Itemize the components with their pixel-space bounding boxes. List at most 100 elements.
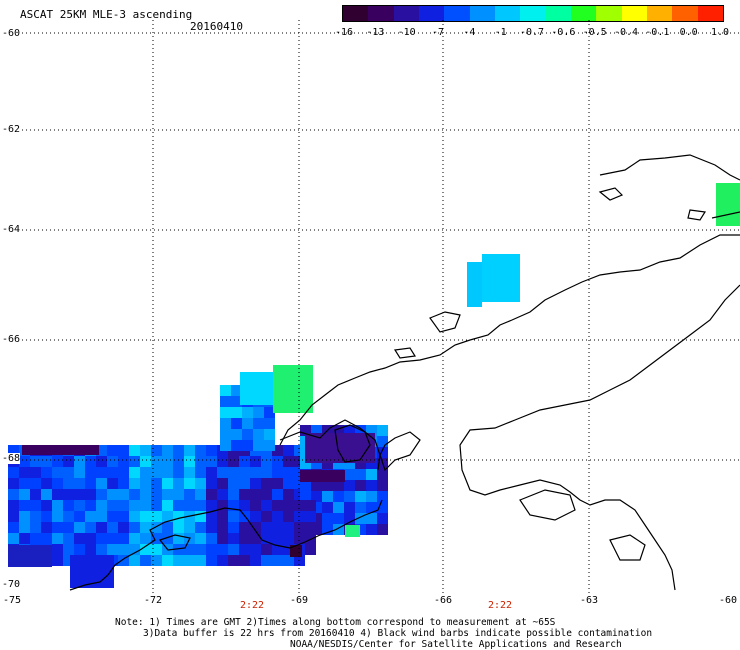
data-cell [239,456,250,467]
data-cell [195,478,206,489]
data-cell [162,511,173,522]
data-cell [377,480,388,491]
data-cell [272,555,283,566]
data-cell [366,469,377,480]
data-cell [41,556,52,567]
data-cell [262,372,273,383]
data-cell [8,500,19,511]
data-cell [228,478,239,489]
data-cell [74,533,85,544]
data-cell [74,478,85,489]
data-cell [63,489,74,500]
data-cell [242,429,253,440]
data-cell [294,456,305,467]
data-cell [273,365,313,413]
data-cell [366,425,377,436]
data-cell [305,533,316,544]
data-cell [294,522,305,533]
data-cell [206,511,217,522]
data-cell [262,383,273,394]
data-cell [118,445,129,456]
data-cell [283,478,294,489]
data-cell [305,522,316,533]
data-cell [253,429,264,440]
data-cell [85,544,96,555]
lat-label: -68 [2,453,21,464]
data-cell [19,467,30,478]
data-cell [206,478,217,489]
data-cell [52,533,63,544]
data-cell [162,522,173,533]
data-cell [261,511,272,522]
data-cell [184,456,195,467]
data-cell [261,544,272,555]
data-cell [250,489,261,500]
data-cell [30,522,41,533]
data-cell [242,407,253,418]
data-cell [85,533,96,544]
data-cell [322,513,333,524]
data-cell [52,500,63,511]
data-cell [129,533,140,544]
southern-coast [107,499,383,576]
data-cell [63,522,74,533]
data-cell [173,478,184,489]
data-cell [41,511,52,522]
data-cell [30,489,41,500]
data-cell [355,524,366,535]
data-cell [239,467,250,478]
data-cell [322,491,333,502]
data-cell [118,555,129,566]
data-cell [162,445,173,456]
data-cell [96,511,107,522]
data-cell [272,456,283,467]
island-8 [158,534,191,551]
data-cell [30,556,41,567]
data-cell [283,555,294,566]
data-cell [272,489,283,500]
data-cell [322,502,333,513]
data-cell [96,467,107,478]
data-cell [96,445,107,456]
island-4 [393,347,417,359]
data-cell [228,456,239,467]
data-cell [129,489,140,500]
legend-tick-label: 1.0 [710,27,730,38]
data-cell [63,533,74,544]
data-cell [63,511,74,522]
data-cell [217,456,228,467]
data-cell [55,445,66,455]
data-cell [250,478,261,489]
data-cell [140,456,151,467]
data-cell [118,533,129,544]
data-cell [377,436,388,447]
data-cell [103,566,114,577]
data-cell [261,522,272,533]
data-cell [195,544,206,555]
data-cell [283,522,294,533]
data-cell [217,544,228,555]
data-cell [41,545,52,556]
data-cell [184,445,195,456]
data-cell [272,500,283,511]
data-cell [264,407,275,418]
data-cell [239,478,250,489]
data-cell [129,445,140,456]
data-cell [231,396,242,407]
data-cell [30,500,41,511]
data-cell [52,544,63,555]
pass-time-label: 2:22 [239,600,265,611]
data-cell [173,467,184,478]
data-cell [41,478,52,489]
data-cell [261,467,272,478]
data-cell [129,522,140,533]
data-cell [206,544,217,555]
data-cell [107,544,118,555]
data-cell [272,478,283,489]
legend-swatch [646,6,673,21]
data-cell [206,456,217,467]
data-cell [8,522,19,533]
data-cell [239,500,250,511]
data-cell [151,456,162,467]
note-line-2: 3)Data buffer is 22 hrs from 20160410 4)… [143,628,653,639]
